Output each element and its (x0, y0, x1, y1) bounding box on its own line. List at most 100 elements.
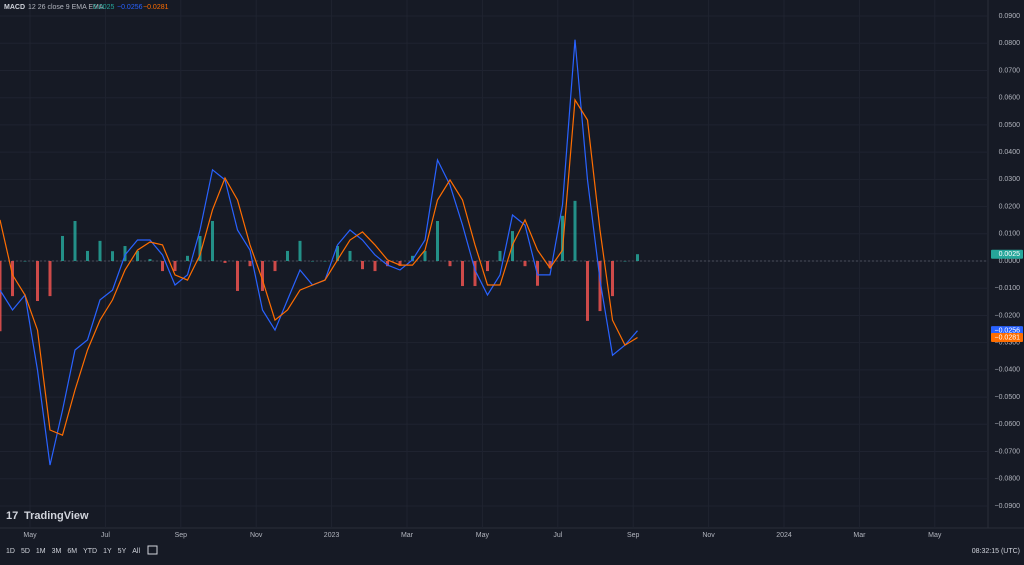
range-button[interactable]: 5D (21, 548, 30, 555)
histogram-bar (586, 261, 589, 321)
histogram-bar (286, 250, 289, 262)
logo-text: TradingView (24, 510, 89, 522)
x-tick-label: Jul (101, 532, 110, 539)
histogram-bar (561, 215, 564, 262)
histogram-bar (211, 220, 214, 262)
histogram-bar (261, 261, 264, 291)
y-tick-label: 0.0900 (999, 13, 1021, 20)
x-tick-label: 2024 (776, 532, 792, 539)
histogram-bar (61, 235, 64, 262)
last-value-label: −0.0256 (995, 328, 1021, 335)
toolbar: 1D 5D 1M 3M 6M YTD 1Y 5Y All (6, 548, 140, 555)
range-button[interactable]: YTD (83, 548, 97, 555)
plot (0, 39, 988, 466)
histogram-bar (461, 261, 464, 287)
histogram-bar (611, 261, 614, 297)
x-tick-label: 2023 (324, 532, 340, 539)
histogram-bar (223, 261, 227, 263)
y-tick-label: −0.0700 (995, 448, 1021, 455)
histogram-bar (186, 255, 189, 262)
histogram-bar (573, 200, 577, 262)
histogram-bar (123, 246, 127, 262)
histogram-bar (548, 261, 552, 268)
header-value: 0.0025 (93, 4, 115, 11)
x-tick-label: Jul (553, 532, 562, 539)
date-range-button[interactable] (147, 545, 158, 555)
y-tick-label: −0.0600 (995, 421, 1021, 428)
histogram-bar (636, 254, 639, 262)
histogram-bar (111, 251, 114, 262)
histogram-bar (361, 261, 364, 270)
histogram-bar (423, 250, 427, 262)
y-tick-label: −0.0500 (995, 394, 1021, 401)
histogram-bar (311, 261, 314, 262)
histogram-bar (86, 250, 89, 262)
histogram-bar (236, 261, 239, 291)
histogram-bar (36, 261, 39, 302)
last-value-tag (991, 326, 1023, 336)
histogram-bar (486, 261, 489, 272)
histogram-bar (448, 261, 452, 267)
range-button[interactable]: 3M (52, 548, 62, 555)
last-value-label: −0.0281 (995, 334, 1021, 341)
y-tick-label: 0.0600 (999, 95, 1021, 102)
histogram-bar (498, 250, 502, 262)
range-button[interactable]: 6M (67, 548, 77, 555)
logo: 17 TradingView (6, 510, 89, 522)
range-button[interactable]: 5Y (118, 548, 127, 555)
histogram-bar (136, 250, 139, 262)
y-tick-label: −0.0400 (995, 367, 1021, 374)
histogram-bar (273, 261, 277, 272)
y-tick-label: 0.0800 (999, 40, 1021, 47)
range-button[interactable]: 1Y (103, 548, 112, 555)
histogram-bar (0, 261, 2, 332)
histogram-bar (398, 261, 402, 266)
histogram-bar (73, 220, 77, 262)
histogram-bar (523, 261, 527, 267)
range-button[interactable]: 1D (6, 548, 15, 555)
logo-mark: 17 (6, 510, 18, 522)
y-tick-label: 0.0200 (999, 203, 1021, 210)
histogram-bar (436, 220, 439, 262)
histogram-bar (623, 261, 627, 262)
indicator-name: MACD (4, 4, 25, 11)
header-value: −0.0256 (117, 4, 143, 11)
histogram-bar (173, 261, 177, 272)
y-tick-label: −0.0900 (995, 503, 1021, 510)
x-tick-label: May (23, 532, 37, 539)
histogram-bar (386, 261, 389, 267)
histogram-bar (23, 261, 27, 262)
histogram-bar (411, 255, 414, 262)
y-tick-label: −0.0300 (995, 339, 1021, 346)
histogram-bar (298, 240, 302, 262)
clock: 08:32:15 (UTC) (972, 548, 1020, 555)
y-tick-label: 0.0400 (999, 149, 1021, 156)
x-tick-label: Mar (853, 532, 866, 539)
histogram-bar (323, 261, 327, 262)
x-tick-label: May (928, 532, 942, 539)
y-tick-label: 0.0000 (999, 258, 1021, 265)
histogram-bar (11, 261, 14, 297)
range-button[interactable]: 1M (36, 548, 46, 555)
histogram-bar (248, 261, 252, 267)
histogram-bar (348, 250, 352, 262)
x-tick-label: May (476, 532, 490, 539)
range-button[interactable]: All (132, 548, 140, 555)
y-tick-label: −0.0200 (995, 312, 1021, 319)
x-tick-label: Mar (401, 532, 414, 539)
indicator-params: 12 26 close 9 EMA EMA (28, 4, 104, 11)
x-tick-label: Nov (250, 532, 263, 539)
x-tick-label: Sep (175, 532, 188, 539)
y-tick-label: 0.0500 (999, 122, 1021, 129)
header-value: −0.0281 (143, 4, 169, 11)
y-tick-label: 0.0700 (999, 67, 1021, 74)
y-tick-label: 0.0300 (999, 176, 1021, 183)
histogram-bar (161, 261, 164, 272)
histogram-bar (473, 261, 477, 287)
y-tick-label: −0.0800 (995, 476, 1021, 483)
histogram-bar (336, 246, 339, 262)
last-value-tag (991, 249, 1023, 259)
